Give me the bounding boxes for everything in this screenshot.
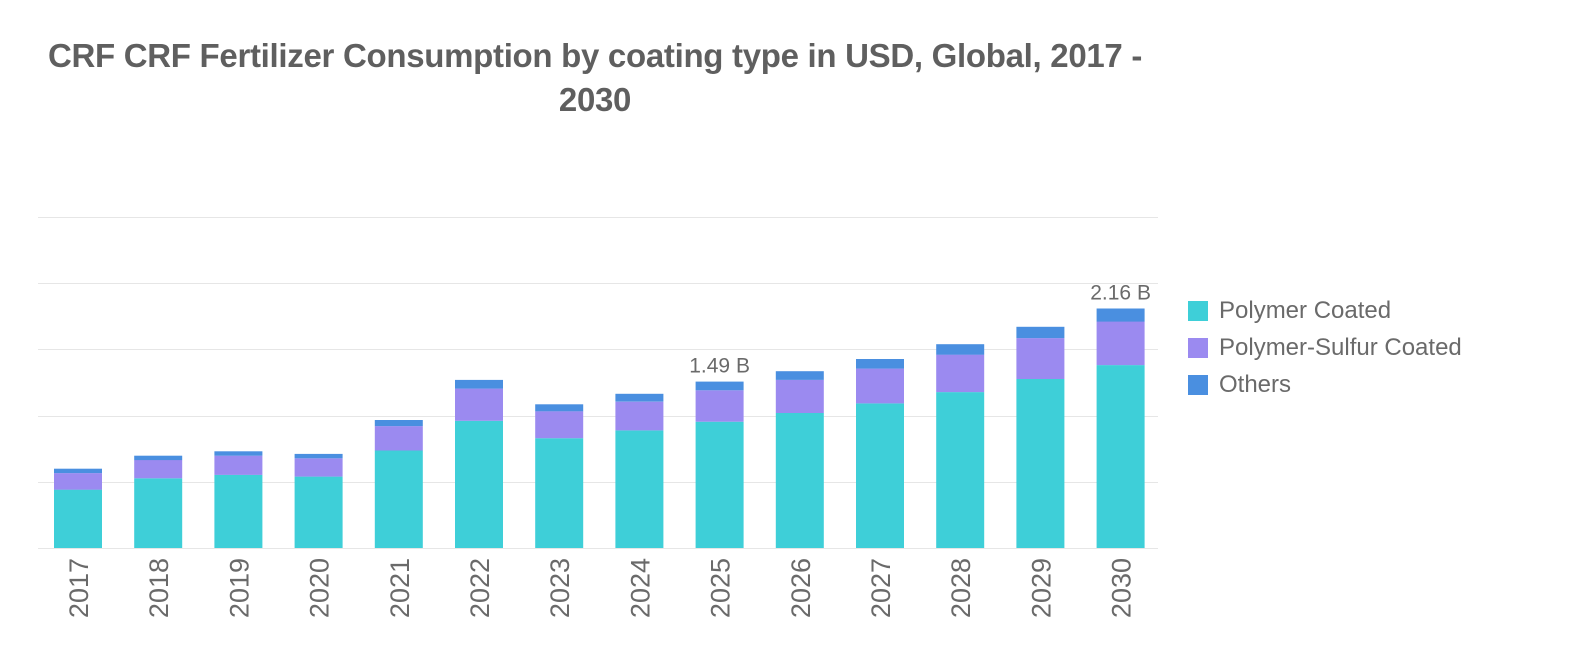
bar-2021-polymer-coated: [374, 450, 423, 548]
bar-2021-polymer-sulfur-coated: [374, 426, 423, 451]
x-tick-label-2026: 2026: [786, 558, 816, 618]
bar-2027-polymer-coated: [856, 403, 904, 548]
bar-stack-2027: [856, 359, 904, 548]
legend-item-polymer-sulfur-coated[interactable]: Polymer-Sulfur Coated: [1188, 329, 1462, 366]
x-tick-label-2019: 2019: [224, 558, 254, 618]
bar-2018-polymer-sulfur-coated: [134, 460, 183, 479]
x-tick-label-2029: 2029: [1026, 558, 1056, 618]
bar-2019-polymer-sulfur-coated: [214, 455, 263, 475]
bar-stack-2026: [775, 371, 824, 548]
bar-stack-2025: [695, 381, 744, 548]
x-tick-label-2018: 2018: [144, 558, 174, 618]
bar-2030-others: [1096, 308, 1145, 322]
bar-2024-polymer-sulfur-coated: [615, 401, 664, 431]
bar-2023-polymer-coated: [535, 438, 584, 548]
bar-2025-polymer-sulfur-coated: [695, 390, 744, 422]
legend-label-polymer-coated: Polymer Coated: [1219, 296, 1392, 324]
bar-stack-2021: [374, 420, 423, 548]
bar-2030-polymer-coated: [1096, 365, 1145, 548]
data-labels: 1.49 B 2.16 B: [689, 282, 1151, 378]
bar-2026-others: [775, 371, 824, 380]
chart-title: CRF CRF Fertilizer Consumption by coatin…: [47, 37, 1143, 118]
bar-2028-polymer-sulfur-coated: [936, 354, 985, 393]
bar-2029-others: [1016, 326, 1065, 339]
x-axis-tick-labels: 2017 2018 2019 2020 2021 2022 2023 2024 2025 2026…: [64, 558, 1137, 618]
bar-2027-polymer-sulfur-coated: [856, 368, 904, 404]
x-tick-label-2030: 2030: [1107, 558, 1137, 618]
bar-2018-others: [134, 455, 183, 461]
bar-stack-2020: [294, 453, 343, 548]
bar-2019-others: [214, 451, 263, 456]
bar-2022-polymer-sulfur-coated: [455, 388, 503, 421]
legend-swatch-polymer-coated: [1188, 300, 1208, 321]
gridlines: [38, 217, 1158, 549]
data-label-2030: 2.16 B: [1090, 282, 1151, 305]
bar-2020-polymer-sulfur-coated: [294, 458, 343, 477]
x-tick-label-2017: 2017: [64, 558, 94, 618]
bar-2022-others: [455, 379, 503, 389]
bar-2018-polymer-coated: [134, 478, 183, 548]
legend-item-polymer-coated[interactable]: Polymer Coated: [1188, 292, 1462, 329]
legend: Polymer Coated Polymer-Sulfur Coated Other…: [1188, 292, 1462, 403]
x-tick-label-2021: 2021: [385, 558, 415, 618]
bar-2023-polymer-sulfur-coated: [535, 411, 584, 439]
bar-2028-polymer-coated: [936, 392, 985, 548]
bar-2017-polymer-coated: [54, 489, 102, 548]
bar-stack-2030: [1096, 308, 1145, 548]
bar-2020-others: [294, 453, 343, 459]
bar-2025-polymer-coated: [695, 421, 744, 548]
bar-2030-polymer-sulfur-coated: [1096, 321, 1145, 366]
x-tick-label-2023: 2023: [545, 558, 575, 618]
bar-2029-polymer-sulfur-coated: [1016, 338, 1065, 379]
bar-2025-others: [695, 381, 744, 391]
bar-2017-polymer-sulfur-coated: [54, 473, 102, 490]
bar-2019-polymer-coated: [214, 474, 263, 548]
bar-2023-others: [535, 404, 584, 412]
bar-2028-others: [936, 344, 985, 355]
legend-swatch-others: [1188, 374, 1208, 395]
bar-2017-others: [54, 468, 102, 474]
bar-stack-2028: [936, 344, 985, 548]
legend-item-others[interactable]: Others: [1188, 366, 1462, 403]
bar-2024-others: [615, 393, 664, 402]
bar-stack-2019: [214, 451, 263, 548]
legend-swatch-polymer-sulfur-coated: [1188, 337, 1208, 358]
x-tick-label-2024: 2024: [625, 558, 655, 618]
bar-stack-2018: [134, 455, 183, 548]
bar-2029-polymer-coated: [1016, 379, 1065, 548]
legend-label-polymer-sulfur-coated: Polymer-Sulfur Coated: [1219, 333, 1462, 361]
x-tick-label-2025: 2025: [706, 558, 736, 618]
legend-label-others: Others: [1219, 370, 1292, 398]
x-tick-label-2027: 2027: [866, 558, 896, 618]
bar-2020-polymer-coated: [294, 476, 343, 548]
bar-stacks: [54, 308, 1145, 548]
bar-2026-polymer-sulfur-coated: [775, 379, 824, 413]
bar-2026-polymer-coated: [775, 413, 824, 548]
x-tick-label-2022: 2022: [465, 558, 495, 618]
data-label-2025: 1.49 B: [689, 355, 750, 378]
bar-stack-2029: [1016, 326, 1065, 548]
bar-2027-others: [856, 359, 904, 369]
bar-stack-2017: [54, 468, 102, 548]
x-tick-label-2020: 2020: [305, 558, 335, 618]
bar-2024-polymer-coated: [615, 430, 664, 548]
bar-stack-2023: [535, 404, 584, 548]
x-tick-label-2028: 2028: [946, 558, 976, 618]
bar-2021-others: [374, 420, 423, 427]
bar-2022-polymer-coated: [455, 420, 503, 548]
bar-stack-2024: [615, 393, 664, 548]
bar-stack-2022: [455, 379, 503, 548]
